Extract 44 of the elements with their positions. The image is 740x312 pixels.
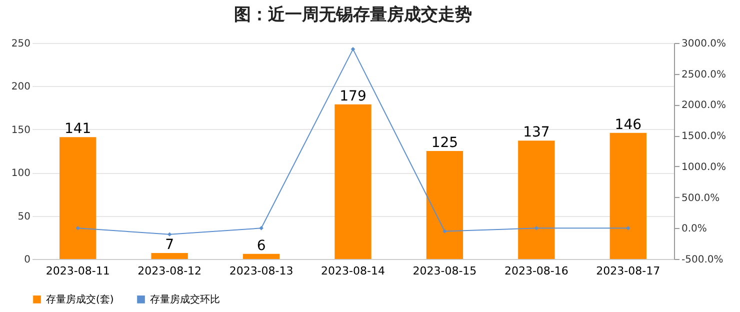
y-tick-label: 50 [18,211,30,222]
y-tick-label: 0 [24,254,30,266]
y2-tick-label: -500.0% [682,254,724,266]
data-label: 179 [340,88,366,104]
bar [610,132,646,259]
y2-tick-label: 2000.0% [682,100,726,112]
bar [151,252,188,259]
y-tick-label: 250 [11,38,30,50]
x-tick-label: 2023-08-17 [596,264,660,278]
data-label: 141 [64,121,92,138]
point [442,229,447,234]
y2-tick-label: 2500.0% [682,69,726,80]
bar [426,151,464,259]
data-label: 137 [523,124,550,141]
bar [60,137,96,259]
y-tick-label: 100 [11,168,30,180]
y2-tick-label: 1500.0% [682,131,726,142]
data-label: 6 [256,238,266,254]
y2-tick-label: 500.0% [682,192,720,204]
legend-label: 存量房成交环比 [150,293,220,306]
x-tick-label: 2023-08-14 [321,264,385,278]
chart-title: 图：近一周无锡存量房成交走势 [234,5,472,25]
bar [334,104,372,259]
point [76,226,80,230]
y2-tick-label: 1000.0% [682,162,726,173]
legend-label: 存量房成交(套) [46,293,114,306]
bar [242,254,280,259]
y2-tick-label: 3000.0% [682,38,726,50]
data-label: 7 [165,236,174,253]
x-tick-label: 2023-08-11 [46,264,110,278]
data-label: 125 [431,135,458,151]
bar [518,140,555,259]
y2-tick-label: 0.0% [682,224,707,235]
point [259,226,264,230]
point [626,226,630,230]
x-tick-label: 2023-08-13 [229,264,294,278]
point [167,232,172,236]
data-label: 146 [614,116,642,133]
y-tick-label: 200 [11,82,30,93]
x-tick-label: 2023-08-12 [138,264,202,278]
y-tick-label: 150 [11,124,30,136]
point [534,226,539,230]
x-tick-label: 2023-08-16 [504,264,568,278]
x-tick-label: 2023-08-15 [412,264,477,278]
